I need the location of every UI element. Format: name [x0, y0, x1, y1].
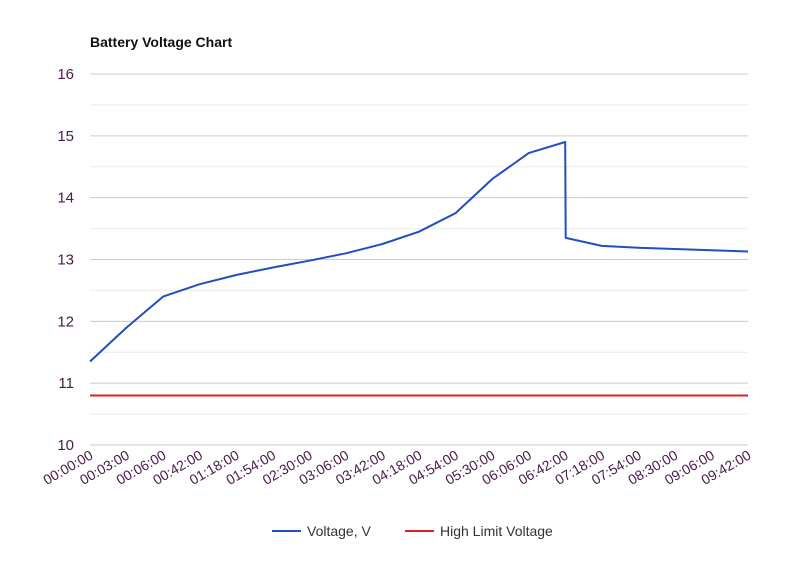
y-tick-label: 16: [57, 66, 74, 83]
y-tick-label: 12: [57, 313, 74, 330]
grid-lines: [90, 73, 748, 446]
legend: Voltage, V High Limit Voltage: [272, 523, 553, 539]
x-axis-ticks: 00:00:0000:03:0000:06:0000:42:0001:18:00…: [40, 447, 753, 488]
y-tick-label: 15: [57, 128, 74, 145]
y-axis-ticks: 10 11 12 13 14 15 16: [57, 66, 74, 454]
legend-label: Voltage, V: [307, 523, 371, 539]
y-tick-label: 13: [57, 252, 74, 269]
y-tick-label: 10: [57, 437, 74, 454]
series-layer: [89, 141, 749, 397]
y-tick-label: 11: [58, 375, 74, 392]
series-line-voltage: [89, 141, 749, 363]
legend-label: High Limit Voltage: [440, 523, 553, 539]
chart-title: Battery Voltage Chart: [90, 34, 232, 50]
y-tick-label: 14: [57, 190, 74, 207]
